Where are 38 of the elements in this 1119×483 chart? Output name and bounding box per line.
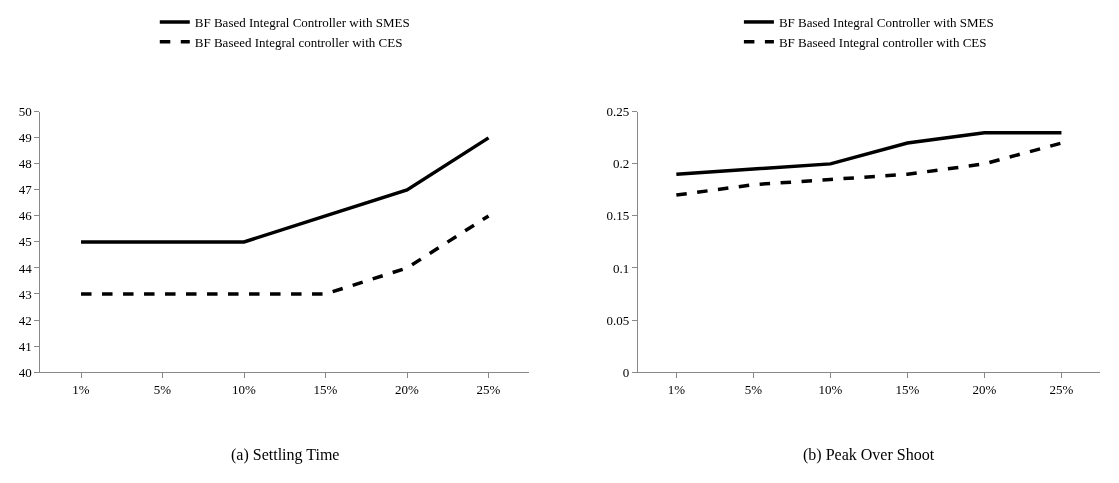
x-tick-label: 25% <box>476 381 501 397</box>
legend-label: BF Based Integral Controller with SMES <box>194 15 410 31</box>
y-tick-label: 47 <box>18 182 33 198</box>
y-tick-label: 41 <box>18 338 32 354</box>
text: (b) Peak Over Shoot <box>803 446 935 464</box>
y-tick-label: 43 <box>18 286 32 302</box>
y-tick-label: 46 <box>18 208 33 224</box>
y-tick-label: 45 <box>18 234 32 250</box>
y-tick-label: 0 <box>622 364 630 380</box>
y-tick-label: 0.2 <box>612 156 630 172</box>
x-tick-label: 1% <box>667 381 686 397</box>
legend-label: BF Baseed Integral controller with CES <box>194 34 403 50</box>
line-series <box>79 136 491 244</box>
y-tick-label: 0.05 <box>606 312 630 328</box>
legend-label: BF Based Integral Controller with SMES <box>778 15 994 31</box>
y-tick-label: 0.25 <box>606 104 630 120</box>
x-tick-label: 5% <box>744 381 763 397</box>
x-tick-label: 5% <box>153 381 172 397</box>
y-tick-label: 50 <box>18 104 32 120</box>
y-tick-label: 42 <box>18 312 32 328</box>
x-tick-label: 20% <box>395 381 420 397</box>
x-tick-label: 25% <box>1049 381 1074 397</box>
y-tick-label: 49 <box>18 130 32 146</box>
y-tick-label: 44 <box>18 260 33 276</box>
line-series <box>674 130 1064 177</box>
y-tick-label: 48 <box>18 156 32 172</box>
x-tick-label: 10% <box>818 381 843 397</box>
text: (a) Settling Time <box>231 446 340 464</box>
x-tick-label: 10% <box>232 381 257 397</box>
x-tick-label: 20% <box>972 381 997 397</box>
legend-label: BF Baseed Integral controller with CES <box>778 34 987 50</box>
x-tick-label: 15% <box>895 381 920 397</box>
x-tick-label: 15% <box>313 381 338 397</box>
y-tick-label: 40 <box>18 364 32 380</box>
line-series <box>674 141 1064 197</box>
y-tick-label: 0.1 <box>612 260 630 276</box>
y-tick-label: 0.15 <box>606 208 630 224</box>
x-tick-label: 1% <box>72 381 90 397</box>
